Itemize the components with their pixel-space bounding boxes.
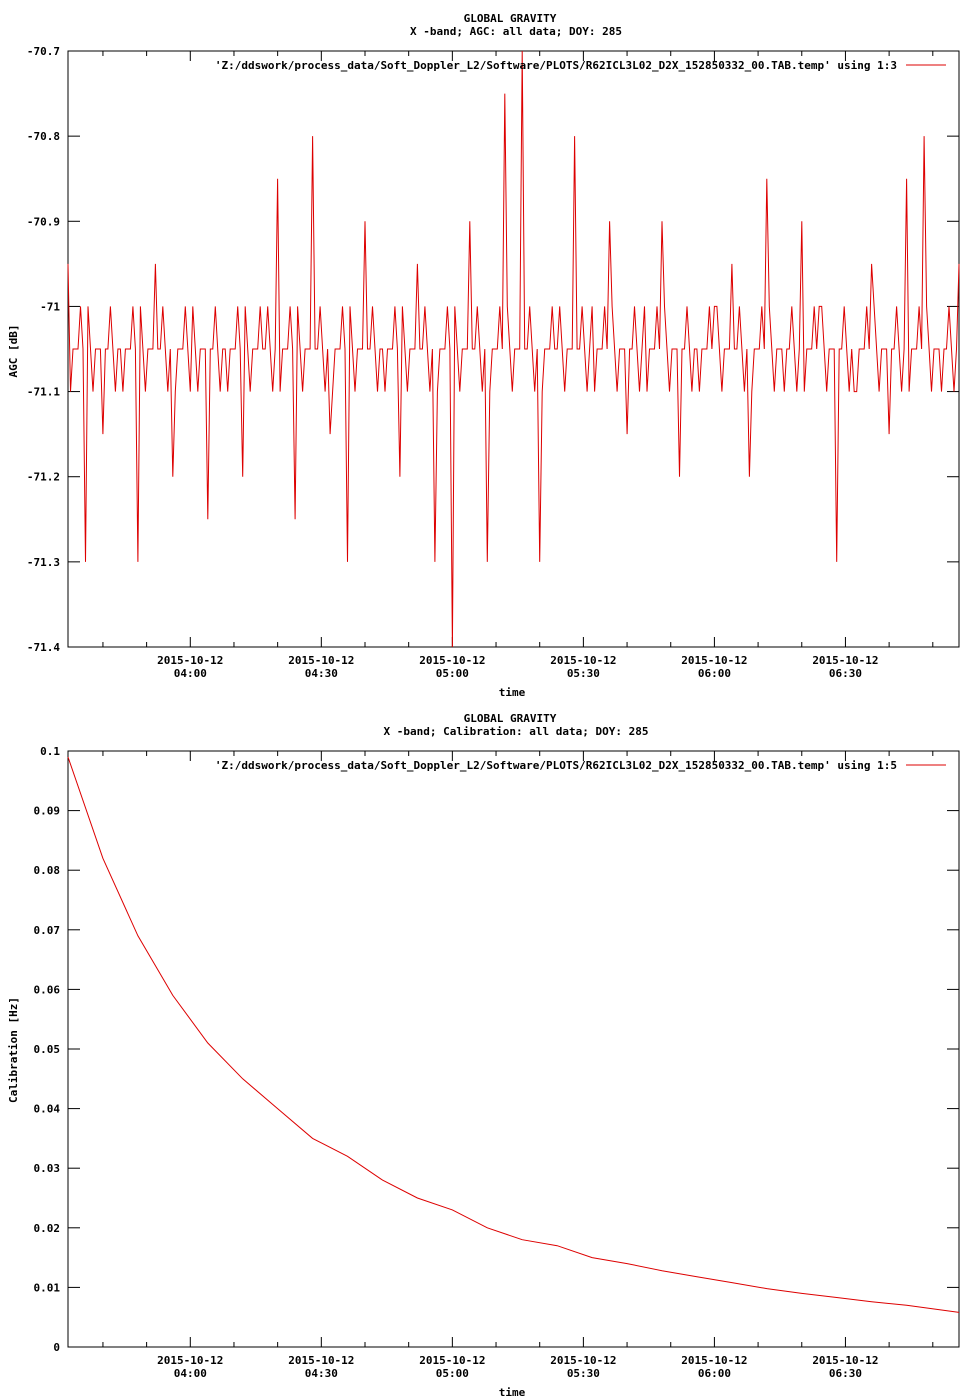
agc-x-tick-time: 04:30 bbox=[305, 667, 338, 680]
calibration-plot-frame bbox=[67, 750, 960, 1348]
calibration-y-tick-label: 0.02 bbox=[34, 1222, 61, 1235]
agc-x-tick-time: 04:00 bbox=[174, 667, 207, 680]
agc-x-tick-date: 2015-10-12 bbox=[288, 654, 354, 667]
agc-x-tick-date: 2015-10-12 bbox=[550, 654, 616, 667]
agc-chart: GLOBAL GRAVITY X -band; AGC: all data; D… bbox=[7, 12, 960, 699]
agc-x-tick-time: 05:00 bbox=[436, 667, 469, 680]
agc-y-tick-label: -70.7 bbox=[27, 45, 60, 58]
agc-series bbox=[67, 50, 960, 648]
calibration-series-line bbox=[67, 756, 960, 1313]
calibration-x-tick-date: 2015-10-12 bbox=[157, 1354, 223, 1367]
agc-x-tick-date: 2015-10-12 bbox=[681, 654, 747, 667]
calibration-legend-label: 'Z:/ddswork/process_data/Soft_Doppler_L2… bbox=[215, 759, 897, 772]
calibration-x-tick-date: 2015-10-12 bbox=[812, 1354, 878, 1367]
calibration-y-tick-label: 0 bbox=[53, 1341, 60, 1354]
agc-y-ticks: -70.7 -70.8 -70.9 -71 -71.1 -71.2 -71.3 -71.4 bbox=[27, 45, 959, 654]
agc-x-axis-label: time bbox=[499, 686, 526, 699]
calibration-y-tick-label: 0.01 bbox=[34, 1281, 61, 1294]
calibration-x-tick-time: 06:00 bbox=[698, 1367, 731, 1380]
agc-y-tick-label: -71.2 bbox=[27, 471, 60, 484]
calibration-x-tick-date: 2015-10-12 bbox=[550, 1354, 616, 1367]
agc-x-ticks: 2015-10-1204:002015-10-1204:302015-10-12… bbox=[102, 51, 934, 680]
calibration-x-tick-time: 06:30 bbox=[829, 1367, 862, 1380]
calibration-y-axis-label: Calibration [Hz] bbox=[7, 997, 20, 1103]
agc-y-axis-label: AGC [dB] bbox=[7, 325, 20, 378]
calibration-x-axis-label: time bbox=[499, 1386, 526, 1399]
agc-x-tick-date: 2015-10-12 bbox=[812, 654, 878, 667]
calibration-series bbox=[67, 756, 960, 1313]
calibration-y-tick-label: 0.03 bbox=[34, 1162, 61, 1175]
calibration-y-tick-label: 0.08 bbox=[34, 864, 61, 877]
calibration-x-tick-date: 2015-10-12 bbox=[419, 1354, 485, 1367]
calibration-x-tick-time: 05:00 bbox=[436, 1367, 469, 1380]
agc-chart-subtitle: X -band; AGC: all data; DOY: 285 bbox=[410, 25, 622, 38]
calibration-y-tick-label: 0.05 bbox=[34, 1043, 61, 1056]
calibration-y-tick-label: 0.06 bbox=[34, 983, 61, 996]
calibration-x-tick-date: 2015-10-12 bbox=[288, 1354, 354, 1367]
agc-plot-frame bbox=[67, 50, 960, 648]
agc-y-tick-label: -70.8 bbox=[27, 130, 60, 143]
agc-y-tick-label: -71.3 bbox=[27, 556, 60, 569]
agc-y-tick-label: -70.9 bbox=[27, 215, 60, 228]
agc-x-tick-time: 06:00 bbox=[698, 667, 731, 680]
agc-chart-title: GLOBAL GRAVITY bbox=[464, 12, 557, 25]
agc-series-line bbox=[67, 50, 960, 648]
agc-x-tick-time: 06:30 bbox=[829, 667, 862, 680]
calibration-y-tick-label: 0.1 bbox=[40, 745, 60, 758]
calibration-chart-subtitle: X -band; Calibration: all data; DOY: 285 bbox=[384, 725, 649, 738]
calibration-chart-title: GLOBAL GRAVITY bbox=[464, 712, 557, 725]
calibration-x-tick-time: 04:00 bbox=[174, 1367, 207, 1380]
agc-x-tick-time: 05:30 bbox=[567, 667, 600, 680]
calibration-y-ticks: 0.1 0.09 0.08 0.07 0.06 0.05 0.04 0.03 0.02 0.01 0 bbox=[34, 745, 959, 1354]
calibration-x-tick-date: 2015-10-12 bbox=[681, 1354, 747, 1367]
calibration-y-tick-label: 0.04 bbox=[34, 1103, 61, 1116]
calibration-x-ticks: 2015-10-1204:002015-10-1204:302015-10-12… bbox=[102, 751, 934, 1380]
calibration-x-tick-time: 05:30 bbox=[567, 1367, 600, 1380]
agc-y-tick-label: -71.4 bbox=[27, 641, 60, 654]
calibration-y-tick-label: 0.09 bbox=[34, 805, 61, 818]
agc-y-tick-label: -71.1 bbox=[27, 386, 60, 399]
agc-x-tick-date: 2015-10-12 bbox=[157, 654, 223, 667]
agc-x-tick-date: 2015-10-12 bbox=[419, 654, 485, 667]
calibration-chart: GLOBAL GRAVITY X -band; Calibration: all… bbox=[7, 712, 960, 1399]
calibration-x-tick-time: 04:30 bbox=[305, 1367, 338, 1380]
calibration-y-tick-label: 0.07 bbox=[34, 924, 61, 937]
agc-legend-label: 'Z:/ddswork/process_data/Soft_Doppler_L2… bbox=[215, 59, 897, 72]
agc-y-tick-label: -71 bbox=[40, 300, 60, 313]
